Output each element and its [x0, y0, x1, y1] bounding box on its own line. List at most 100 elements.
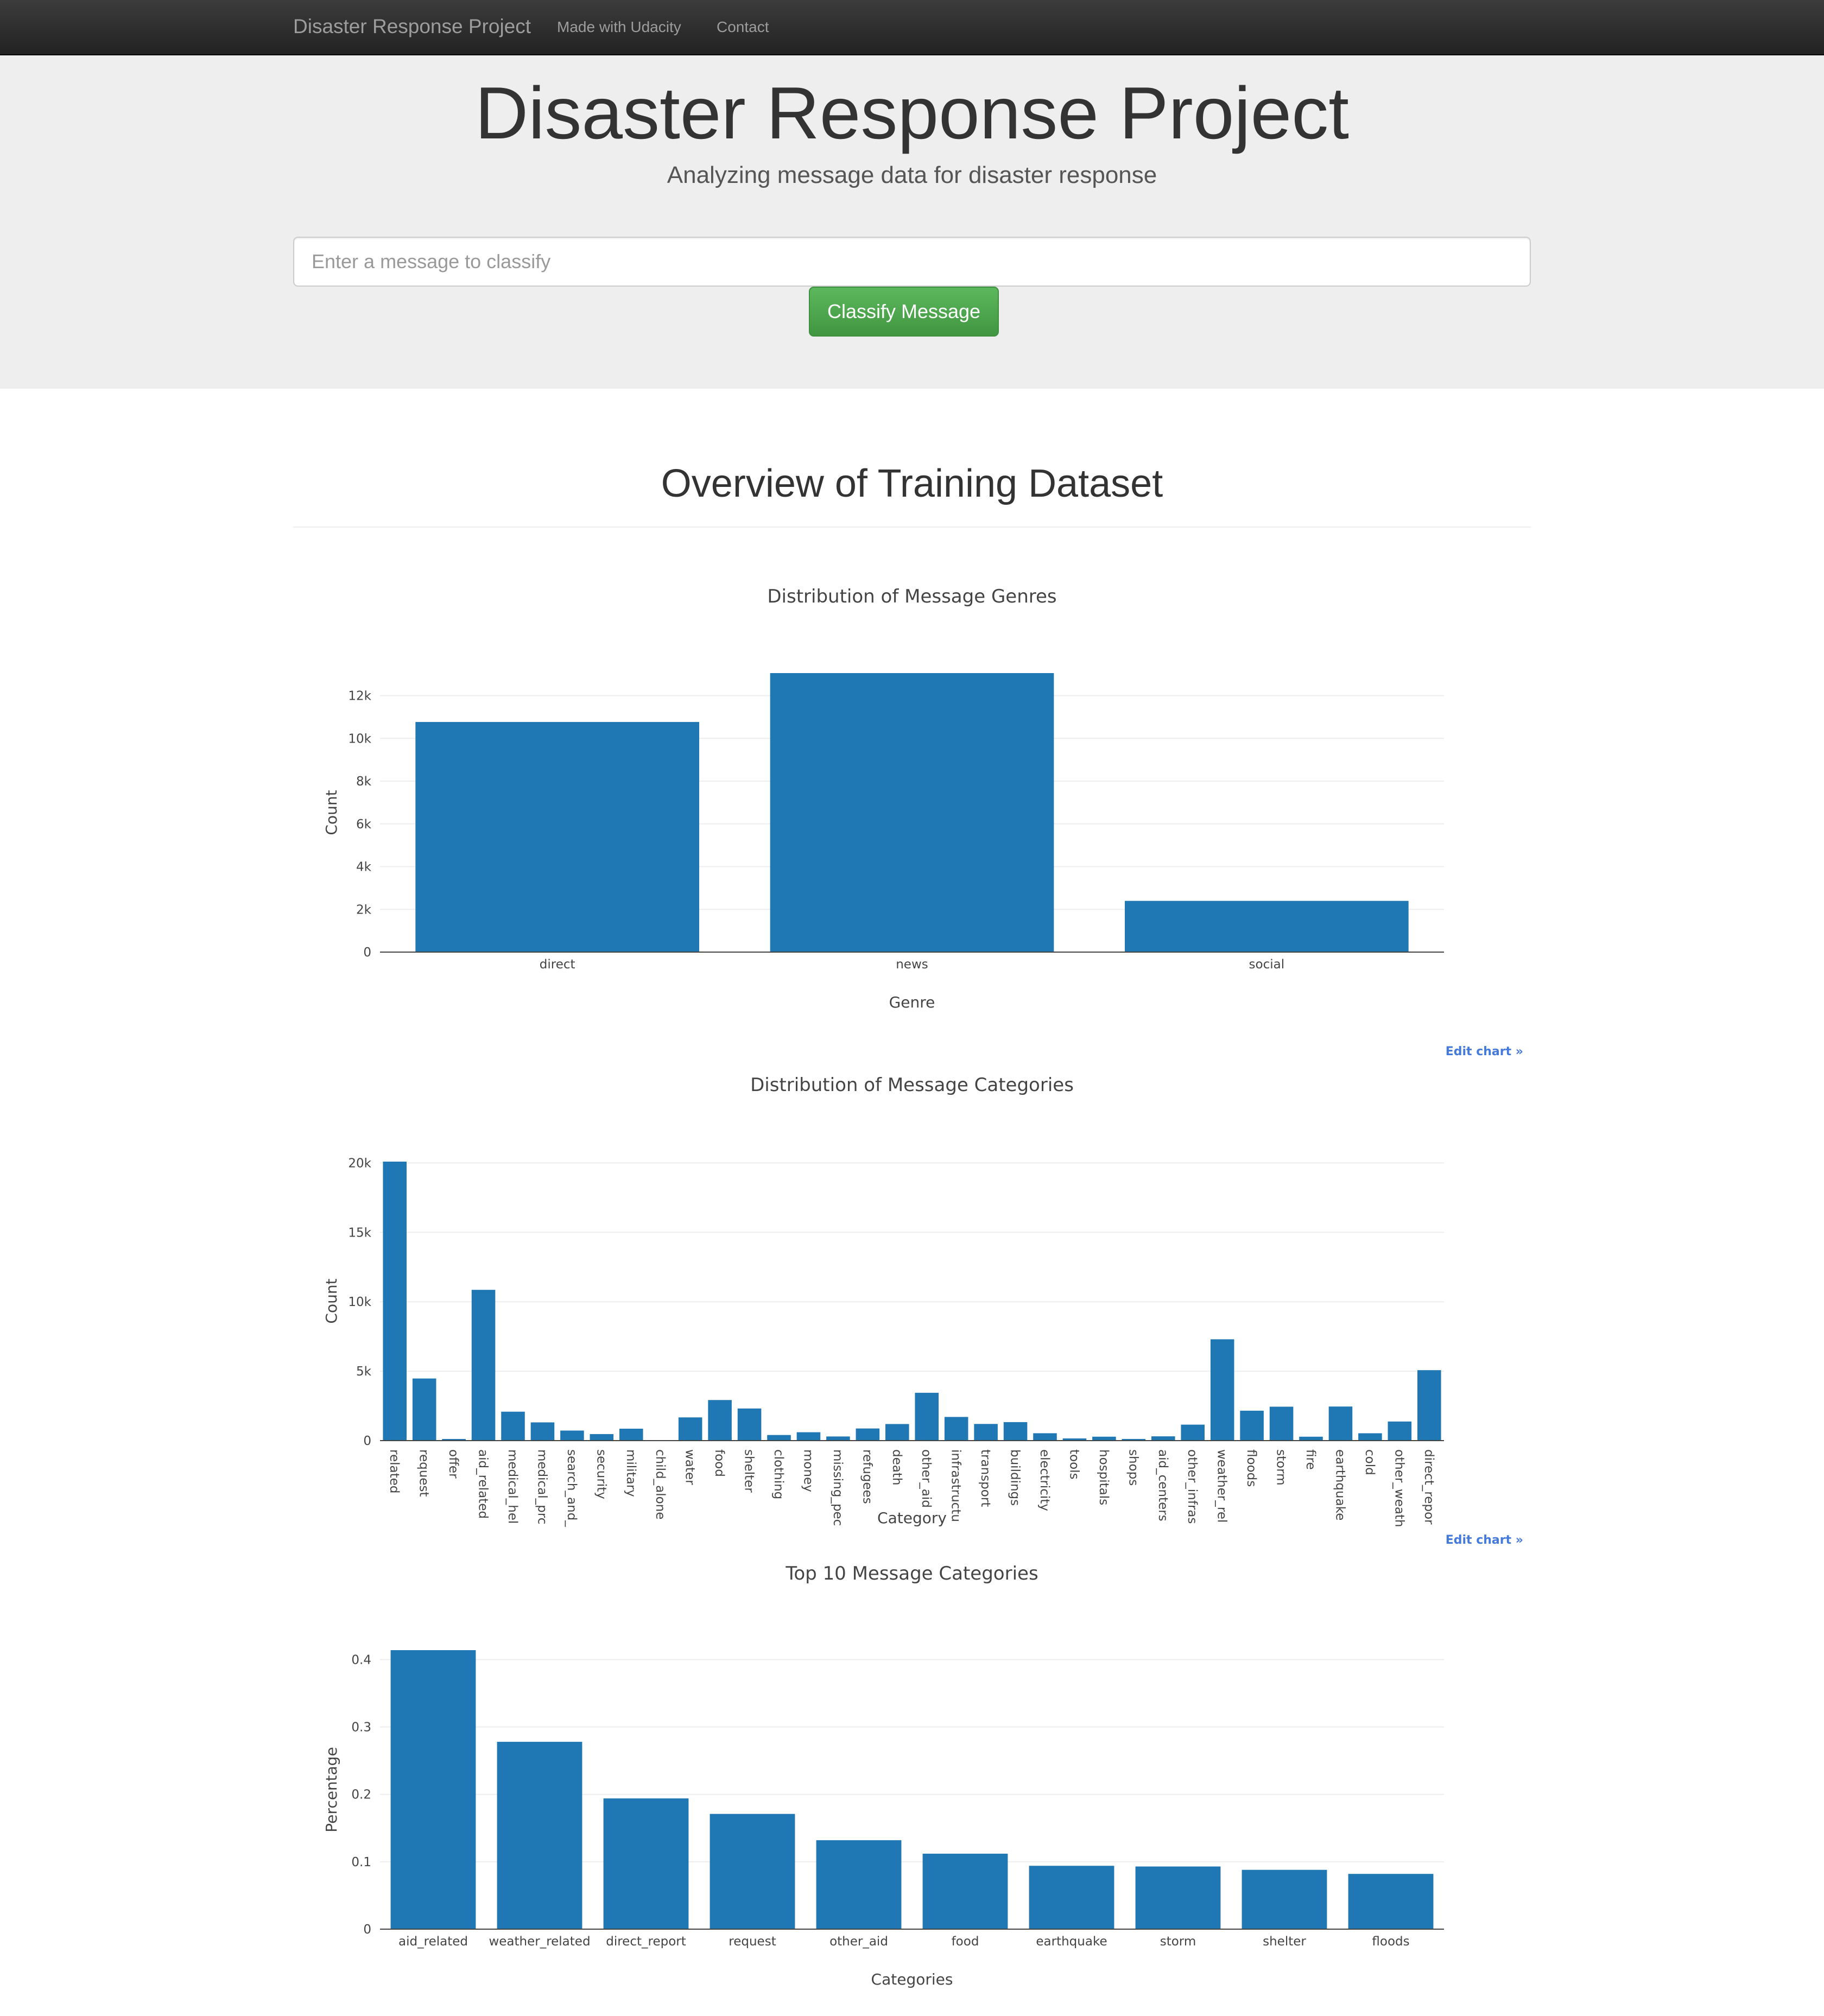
- bar[interactable]: [560, 1430, 584, 1441]
- x-tick-label: direct: [540, 958, 575, 972]
- x-tick-label: refugees: [860, 1449, 874, 1504]
- bar[interactable]: [826, 1436, 850, 1441]
- bar[interactable]: [1328, 1406, 1353, 1441]
- message-input[interactable]: [293, 237, 1531, 287]
- bar[interactable]: [708, 1400, 732, 1441]
- x-tick-label: water: [683, 1449, 697, 1485]
- bar[interactable]: [944, 1417, 968, 1441]
- x-axis-label: Genre: [889, 993, 935, 1011]
- bar[interactable]: [1092, 1436, 1116, 1441]
- x-tick-label: money: [801, 1449, 815, 1492]
- overview-title: Overview of Training Dataset: [661, 462, 1163, 505]
- bar[interactable]: [678, 1417, 702, 1441]
- chart-title: Top 10 Message Categories: [785, 1563, 1038, 1584]
- x-tick-label: missing_pec: [831, 1449, 845, 1526]
- category-chart: 0 5k 10k 15k 20k related request offer aid_relat…: [293, 1058, 1531, 1547]
- y-tick-label: 0: [363, 946, 371, 960]
- bar[interactable]: [1062, 1438, 1087, 1441]
- bar[interactable]: [770, 673, 1054, 952]
- bar[interactable]: [1417, 1370, 1441, 1441]
- bar[interactable]: [915, 1392, 939, 1441]
- y-tick-label: 2k: [356, 903, 372, 917]
- bar[interactable]: [1388, 1421, 1412, 1441]
- edit-chart-link[interactable]: Edit chart »: [1445, 1533, 1523, 1547]
- bar[interactable]: [590, 1434, 614, 1441]
- x-tick-label: tools: [1067, 1449, 1081, 1480]
- bar[interactable]: [619, 1429, 643, 1441]
- bar[interactable]: [1135, 1866, 1221, 1929]
- y-tick-label: 5k: [356, 1365, 372, 1379]
- nav-link-made-with-udacity[interactable]: Made with Udacity: [557, 18, 681, 35]
- x-tick-label: floods: [1244, 1449, 1258, 1487]
- x-tick-label: electricity: [1037, 1449, 1052, 1511]
- x-tick-label: other_weath: [1392, 1449, 1406, 1527]
- bar[interactable]: [603, 1798, 689, 1929]
- top10-chart-plot: 0 0.1 0.2 0.3 0.4 aid_related weather_related d…: [322, 1563, 1444, 1988]
- bar[interactable]: [390, 1650, 476, 1929]
- bar[interactable]: [1125, 901, 1409, 952]
- y-tick-label: 4k: [356, 860, 372, 874]
- bar[interactable]: [767, 1435, 791, 1441]
- x-tick-label: shelter: [742, 1449, 756, 1493]
- classify-message-button[interactable]: Classify Message: [809, 287, 999, 337]
- x-tick-label: weather_rel: [1215, 1449, 1229, 1523]
- x-tick-label: infrastructu: [949, 1449, 963, 1522]
- y-tick-label: 10k: [348, 732, 371, 746]
- divider: [293, 527, 1531, 528]
- y-axis-label: Count: [322, 790, 340, 835]
- x-tick-label: related: [387, 1449, 401, 1493]
- bar[interactable]: [501, 1411, 525, 1441]
- x-tick-label: military: [624, 1449, 638, 1497]
- x-tick-label: storm: [1274, 1449, 1288, 1486]
- y-tick-label: 12k: [348, 689, 371, 703]
- x-tick-label: request: [729, 1935, 776, 1949]
- nav-link-contact[interactable]: Contact: [717, 18, 769, 35]
- bar[interactable]: [1033, 1433, 1057, 1441]
- x-tick-label: child_alone: [653, 1449, 667, 1519]
- bar[interactable]: [415, 722, 699, 952]
- bar[interactable]: [1003, 1422, 1028, 1441]
- page-title: Disaster Response Project: [474, 72, 1350, 154]
- bar[interactable]: [974, 1424, 998, 1441]
- bar[interactable]: [383, 1162, 407, 1441]
- bar[interactable]: [1299, 1436, 1323, 1441]
- x-tick-label: clothing: [771, 1449, 786, 1499]
- bar[interactable]: [1122, 1438, 1146, 1441]
- category-chart-plot: 0 5k 10k 15k 20k related request offer aid_relat…: [322, 1074, 1444, 1527]
- bar[interactable]: [412, 1378, 436, 1441]
- bar[interactable]: [922, 1853, 1008, 1929]
- x-tick-label: aid_centers: [1156, 1449, 1170, 1521]
- bar[interactable]: [710, 1814, 795, 1929]
- bar[interactable]: [471, 1290, 496, 1441]
- bar[interactable]: [1240, 1410, 1264, 1441]
- bar[interactable]: [1358, 1433, 1382, 1441]
- y-tick-label: 0.4: [351, 1653, 371, 1667]
- bar[interactable]: [1269, 1406, 1294, 1441]
- bar[interactable]: [1210, 1339, 1234, 1441]
- bar[interactable]: [1242, 1869, 1327, 1929]
- navbar-brand[interactable]: Disaster Response Project: [293, 15, 531, 37]
- x-tick-label: food: [952, 1935, 979, 1949]
- bar[interactable]: [737, 1408, 762, 1441]
- x-tick-label: storm: [1160, 1935, 1196, 1949]
- x-tick-label: shelter: [1263, 1935, 1306, 1949]
- bar[interactable]: [497, 1741, 582, 1929]
- edit-chart-link[interactable]: Edit chart »: [1445, 1045, 1523, 1058]
- bar[interactable]: [1029, 1866, 1114, 1929]
- bar[interactable]: [885, 1424, 909, 1441]
- bar[interactable]: [796, 1432, 821, 1441]
- bar[interactable]: [816, 1840, 902, 1929]
- bar[interactable]: [530, 1422, 555, 1441]
- bar[interactable]: [856, 1428, 880, 1441]
- bar[interactable]: [1151, 1436, 1175, 1441]
- bar[interactable]: [442, 1438, 466, 1441]
- x-axis-label: Category: [877, 1509, 947, 1527]
- y-tick-label: 0: [363, 1923, 371, 1937]
- y-tick-label: 0.2: [351, 1788, 371, 1802]
- x-tick-label: security: [594, 1449, 608, 1499]
- bar[interactable]: [1348, 1874, 1434, 1929]
- bar[interactable]: [1181, 1424, 1205, 1441]
- x-tick-label: food: [712, 1449, 726, 1477]
- x-tick-label: other_infras: [1185, 1449, 1199, 1524]
- x-tick-label: floods: [1372, 1935, 1409, 1949]
